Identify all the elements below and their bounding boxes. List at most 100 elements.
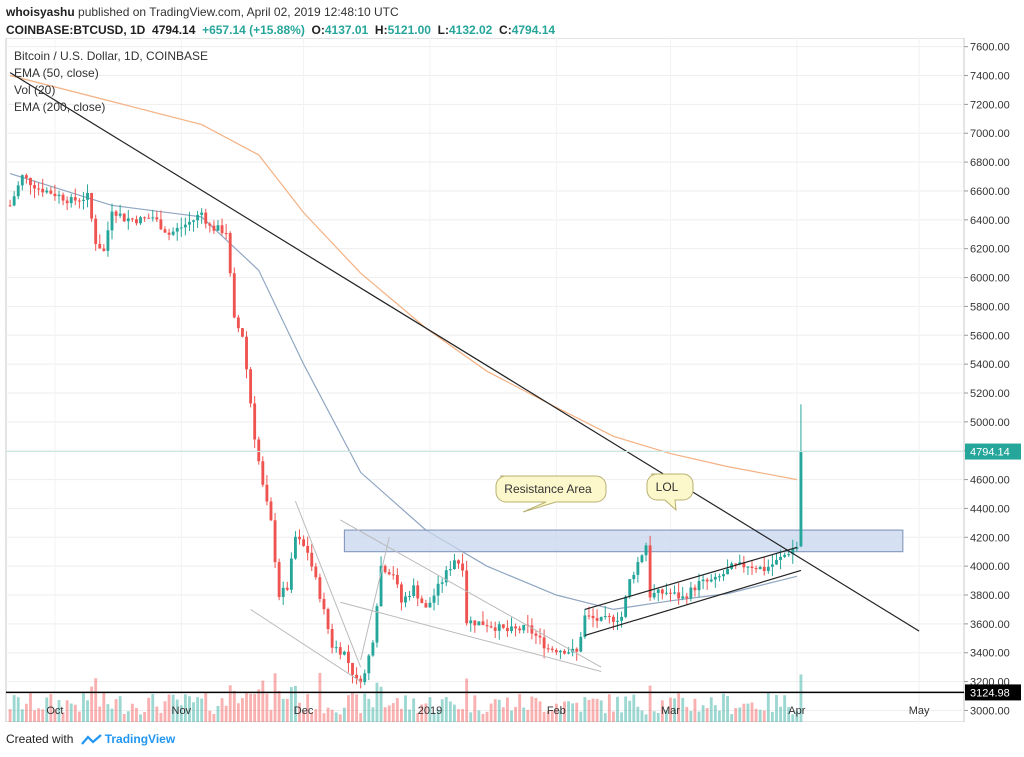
volume-bar — [770, 711, 774, 722]
volume-bar — [754, 708, 758, 722]
volume-bar — [330, 709, 334, 722]
volume-bar — [546, 711, 550, 722]
candle-body — [86, 193, 89, 200]
candle-body — [94, 218, 98, 244]
candle-body — [77, 200, 81, 202]
candle-body — [652, 592, 656, 598]
candle-body — [114, 211, 118, 216]
volume-bar — [669, 697, 672, 722]
volume-bar — [289, 687, 293, 722]
volume-bar — [730, 714, 734, 722]
volume-bar — [400, 708, 403, 722]
y-tick-label: 4200.00 — [970, 532, 1010, 544]
candle-body — [412, 585, 416, 597]
volume-bar — [45, 697, 49, 722]
legend-ema50[interactable]: EMA (50, close) — [14, 66, 99, 80]
x-tick-label: May — [909, 705, 930, 717]
candle-body — [122, 213, 126, 222]
volume-bar — [701, 705, 705, 722]
last-price-tag — [965, 443, 1021, 460]
candle-body — [660, 589, 664, 594]
candle-body — [306, 545, 310, 553]
candle-body — [787, 554, 791, 556]
volume-bar — [583, 697, 587, 722]
candle-body — [648, 545, 652, 598]
candle-body — [212, 225, 216, 231]
candle-body — [636, 562, 640, 575]
volume-bar — [302, 711, 306, 722]
volume-bar — [428, 697, 432, 722]
resistance-area-callout-bubble — [495, 475, 607, 513]
candle-body — [245, 336, 248, 370]
y-tick-label: 7000.00 — [970, 128, 1010, 140]
volume-bar — [766, 692, 770, 722]
candle-body — [611, 616, 615, 622]
volume-bar — [383, 707, 387, 722]
candle-body — [338, 647, 342, 655]
candle-body — [632, 574, 636, 580]
candle-body — [795, 547, 799, 549]
volume-bar — [53, 709, 57, 722]
open-value: 4137.01 — [324, 23, 369, 37]
volume-bar — [485, 711, 489, 722]
volume-bar — [709, 697, 713, 722]
candle-body — [106, 230, 110, 251]
candle-body — [188, 221, 191, 225]
legend-ema200[interactable]: EMA (200, close) — [14, 100, 105, 114]
volume-bar — [493, 699, 497, 722]
low-label: L: — [437, 23, 449, 37]
volume-bar — [118, 696, 122, 722]
volume-bar — [61, 712, 65, 722]
candle-body — [204, 212, 208, 224]
candle-body — [241, 328, 244, 337]
volume-bar — [73, 704, 77, 722]
candle-body — [514, 626, 518, 629]
open-label: O: — [311, 23, 325, 37]
volume-bar — [155, 706, 159, 722]
candle-body — [640, 555, 644, 563]
candle-body — [167, 232, 171, 235]
candle-body — [12, 196, 16, 206]
volume-bar — [591, 698, 595, 722]
y-tick-label: 4000.00 — [970, 561, 1010, 573]
last-price-label: 4794.14 — [970, 447, 1010, 459]
current-price: 4794.14 — [152, 23, 196, 37]
volume-bar — [49, 694, 53, 722]
candle-body — [69, 197, 73, 204]
axes: 7600.00 7400.00 7200.00 7000.00 6800.00 6600.… — [46, 42, 1021, 717]
candle-body — [175, 228, 179, 232]
volume-bar — [734, 708, 738, 722]
candle-body — [550, 648, 554, 650]
volume-bar — [726, 696, 729, 722]
volume-bar — [12, 695, 16, 722]
author-name[interactable]: whoisyashu — [6, 5, 75, 19]
volume-bar — [542, 711, 546, 722]
candle-body — [387, 572, 391, 575]
candle-body — [522, 624, 526, 631]
volume-bar — [799, 674, 803, 722]
candle-body — [110, 211, 114, 231]
candle-body — [334, 647, 338, 649]
candle-body — [200, 212, 204, 215]
volume-bar — [457, 709, 460, 722]
volume-bar — [82, 693, 85, 722]
volume-bar — [452, 704, 456, 722]
symbol-label: COINBASE:BTCUSD, 1D — [6, 23, 146, 37]
candle-body — [408, 596, 412, 598]
price-chart[interactable]: Resistance Area LOL 7600.00 7400.00 7200.00… — [0, 38, 1024, 722]
volume-bar — [236, 703, 240, 722]
candle-body — [575, 648, 579, 652]
resistance-zone — [343, 529, 904, 553]
candle-body — [102, 248, 106, 251]
legend-volume[interactable]: Vol (20) — [14, 83, 55, 97]
y-tick-label: 7200.00 — [970, 99, 1010, 111]
candle-body — [45, 190, 49, 193]
volume-bar — [310, 712, 314, 722]
tradingview-brand[interactable]: TradingView — [104, 732, 176, 746]
y-tick-label: 3400.00 — [970, 648, 1010, 660]
volume-bar — [204, 692, 208, 722]
candle-body — [379, 565, 383, 607]
volume-bar — [762, 710, 766, 722]
candle-body — [473, 620, 477, 626]
y-tick-label: 7400.00 — [970, 71, 1010, 83]
